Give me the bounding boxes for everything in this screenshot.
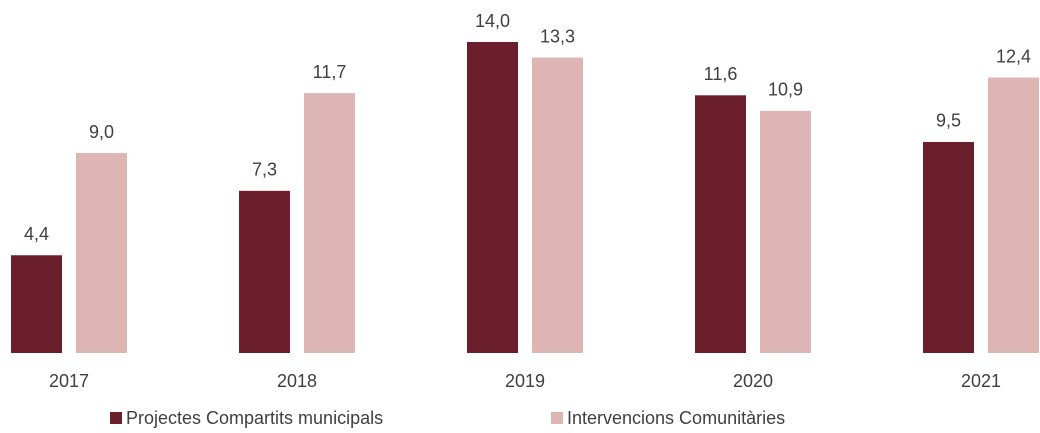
x-tick-label: 2020 [733, 371, 773, 391]
value-label: 11,7 [313, 62, 347, 82]
bar [467, 42, 518, 353]
bar [239, 190, 290, 353]
x-tick-label: 2017 [49, 371, 89, 391]
bar [76, 153, 127, 353]
value-label: 13,3 [540, 26, 575, 46]
bar [988, 77, 1039, 354]
value-label: 4,4 [24, 224, 49, 244]
x-tick-label: 2018 [277, 371, 317, 391]
legend-swatch [110, 412, 122, 424]
bar [11, 255, 62, 353]
value-label: 7,3 [252, 160, 277, 180]
legend-label: Intervencions Comunitàries [567, 408, 785, 428]
legend-label: Projectes Compartits municipals [126, 408, 383, 428]
bar [532, 57, 583, 354]
value-label: 12,4 [996, 46, 1031, 66]
value-label: 14,0 [475, 11, 510, 31]
value-label: 9,0 [89, 122, 114, 142]
value-label: 11,6 [704, 64, 738, 84]
x-tick-label: 2019 [505, 371, 545, 391]
bar [304, 93, 355, 353]
x-tick-label: 2021 [961, 371, 1001, 391]
bar [695, 95, 746, 354]
bar [923, 141, 974, 353]
value-label: 10,9 [768, 80, 803, 100]
bar [760, 110, 811, 353]
legend-swatch [551, 412, 563, 424]
value-label: 9,5 [936, 111, 961, 131]
